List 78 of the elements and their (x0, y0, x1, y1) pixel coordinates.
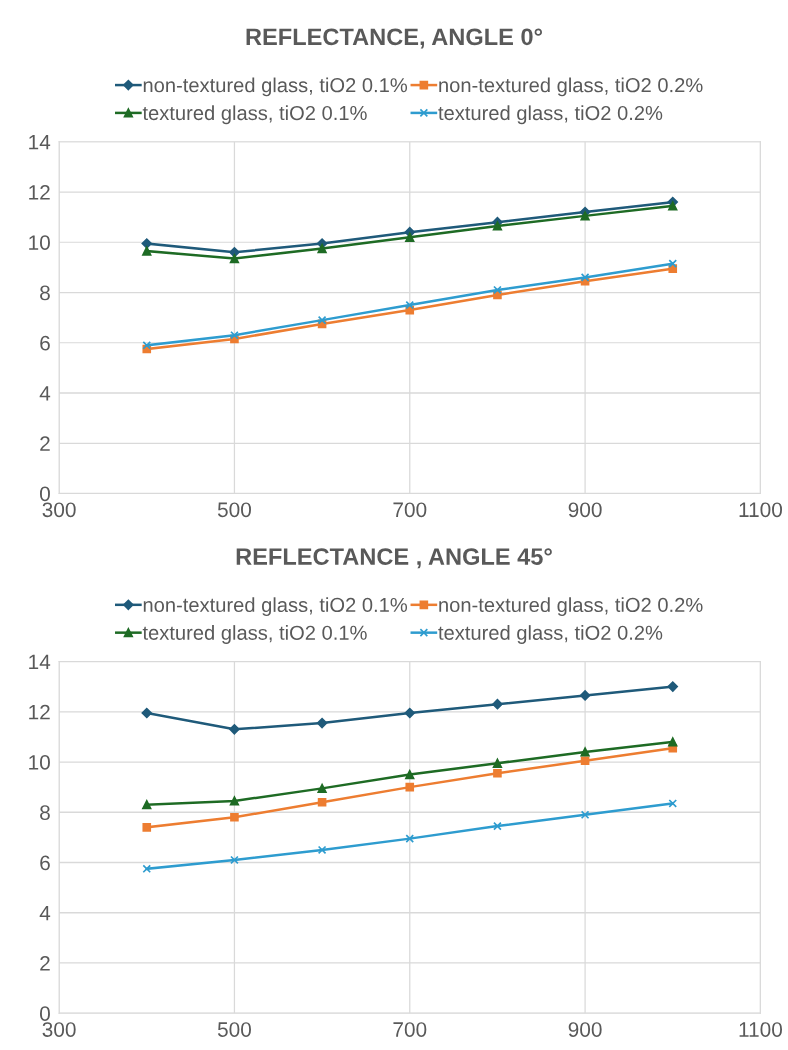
x-tick-label: 300 (42, 1022, 76, 1037)
point (229, 724, 240, 735)
x-tick-label: 1100 (739, 1022, 783, 1037)
point (668, 799, 678, 808)
point (317, 797, 327, 807)
point (405, 232, 415, 242)
point (580, 273, 590, 282)
y-tick-label: 2 (40, 436, 50, 451)
point (142, 246, 152, 256)
point (580, 810, 590, 820)
point (142, 340, 152, 350)
point (668, 259, 678, 268)
point (405, 769, 415, 780)
y-tick-label: 6 (40, 855, 50, 871)
legend-label: non-textured glass, tiO2 0.1% (143, 77, 408, 97)
x-tick-label: 500 (217, 502, 251, 518)
point (492, 698, 503, 710)
point (142, 800, 152, 810)
legend-label: textured glass, tiO2 0.2% (438, 105, 663, 125)
point (493, 768, 502, 778)
point (230, 855, 239, 865)
y-tick-label: 12 (29, 185, 50, 200)
point (493, 821, 502, 831)
point (229, 796, 240, 806)
point (405, 782, 415, 792)
point (141, 238, 153, 249)
y-tick-label: 8 (40, 285, 50, 301)
point (492, 758, 503, 768)
point (142, 864, 152, 874)
chart-title: REFLECTANCE , ANGLE 45° (236, 548, 552, 569)
y-tick-label: 10 (29, 235, 50, 250)
point (316, 717, 328, 729)
point (230, 330, 239, 340)
x-tick-label: 300 (42, 502, 76, 518)
x-tick-label: 700 (393, 502, 427, 518)
y-tick-label: 4 (39, 905, 51, 921)
legend-label: non-textured glass, tiO2 0.2% (439, 77, 703, 97)
chart-title: REFLECTANCE, ANGLE 0° (246, 28, 542, 49)
x-tick-label: 900 (568, 1022, 602, 1037)
point (580, 756, 590, 766)
y-tick-label: 8 (40, 805, 50, 820)
y-tick-label: 2 (40, 956, 50, 971)
point (229, 253, 240, 264)
point (142, 823, 152, 832)
y-tick-label: 14 (29, 654, 51, 670)
y-tick-label: 6 (40, 335, 50, 351)
point (492, 221, 503, 231)
point (141, 707, 153, 719)
point (317, 243, 327, 254)
point (579, 690, 591, 701)
point (317, 783, 327, 794)
legend-label: non-textured glass, tiO2 0.1% (143, 597, 408, 617)
point (668, 737, 678, 747)
y-tick-label: 0 (40, 1006, 50, 1021)
point (230, 812, 239, 822)
point (317, 315, 327, 325)
legend-label: textured glass, tiO2 0.1% (142, 625, 367, 644)
point (405, 834, 415, 843)
x-tick-label: 900 (568, 502, 602, 518)
x-tick-label: 700 (393, 1022, 427, 1037)
point (667, 681, 679, 692)
x-tick-label: 500 (217, 1022, 251, 1037)
x-tick-label: 1100 (739, 502, 783, 518)
point (668, 201, 678, 211)
legend-label: textured glass, tiO2 0.1% (142, 105, 367, 125)
y-tick-label: 0 (40, 486, 50, 502)
point (493, 285, 502, 295)
legend-label: textured glass, tiO2 0.2% (438, 625, 663, 644)
point (405, 300, 415, 310)
point (580, 747, 590, 757)
y-tick-label: 4 (39, 386, 51, 401)
point (580, 211, 590, 221)
y-tick-label: 12 (29, 704, 50, 720)
point (317, 845, 327, 855)
y-tick-label: 14 (29, 134, 51, 150)
legend-label: non-textured glass, tiO2 0.2% (439, 597, 703, 617)
y-tick-label: 10 (29, 755, 50, 770)
point (404, 707, 416, 719)
